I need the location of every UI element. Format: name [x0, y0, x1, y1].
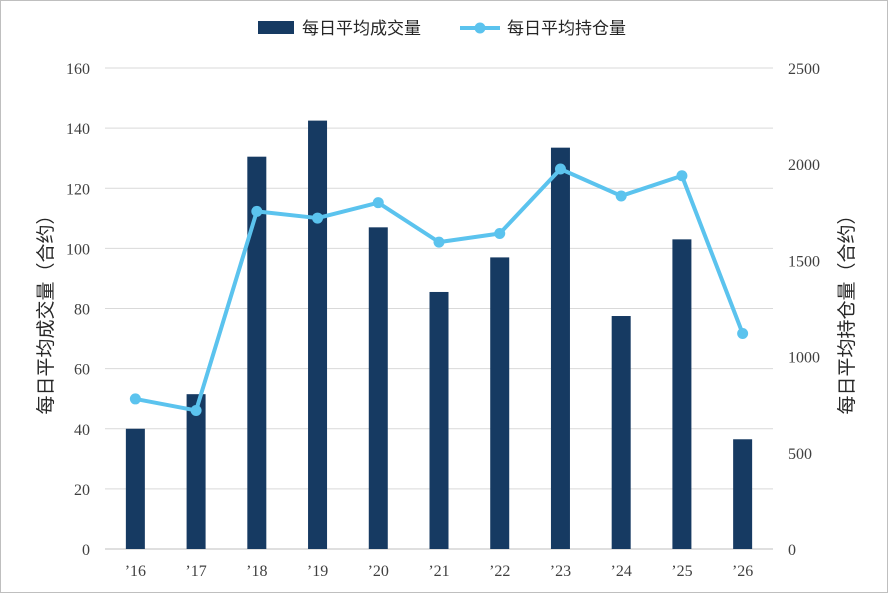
left-axis-title: 每日平均成交量（合约）: [35, 205, 57, 414]
line-point: [312, 212, 324, 224]
line-point: [129, 393, 141, 405]
left-tick-label: 140: [66, 121, 90, 138]
left-tick-label: 100: [66, 241, 90, 258]
bar: [247, 156, 267, 549]
right-tick-label: 1500: [788, 253, 820, 270]
right-tick-label: 2500: [788, 61, 820, 78]
x-tick-label: ’21: [428, 563, 449, 580]
right-tick-label: 0: [788, 542, 796, 559]
x-tick-label: ’18: [246, 563, 267, 580]
right-tick-label: 500: [788, 446, 812, 463]
right-tick-label: 2000: [788, 157, 820, 174]
line-point: [190, 404, 202, 416]
line-point: [676, 170, 688, 182]
legend-line-marker: [474, 22, 486, 34]
bar: [186, 394, 206, 549]
right-tick-label: 1000: [788, 350, 820, 367]
x-axis-ticks: ’16 ’17 ’18 ’19 ’20 ’21 ’22 ’23 ’24 ’25 ’26: [125, 563, 754, 580]
bar: [672, 239, 692, 549]
left-tick-label: 120: [66, 181, 90, 198]
line-point: [737, 328, 749, 340]
legend-line-label: 每日平均持仓量: [507, 19, 626, 39]
line-series: [129, 163, 749, 416]
left-tick-label: 40: [74, 422, 90, 439]
x-tick-label: ’16: [125, 563, 146, 580]
left-axis-ticks: 0 20 40 60 80 100 120 140 160: [66, 61, 90, 559]
x-tick-label: ’25: [671, 563, 692, 580]
gridlines: [105, 67, 773, 550]
bar-series: [125, 120, 753, 550]
x-tick-label: ’23: [550, 563, 571, 580]
right-axis-title: 每日平均持仓量（合约）: [836, 205, 858, 414]
bar: [308, 120, 328, 549]
line-point: [615, 190, 627, 202]
left-tick-label: 60: [74, 362, 90, 379]
bar: [490, 257, 510, 549]
x-tick-label: ’24: [611, 563, 632, 580]
line-point: [494, 227, 506, 239]
x-tick-label: ’26: [732, 563, 753, 580]
x-tick-label: ’17: [185, 563, 206, 580]
right-axis-ticks: 0 500 1000 1500 2000 2500: [788, 61, 820, 559]
bar: [368, 227, 388, 550]
x-tick-label: ’19: [307, 563, 328, 580]
legend-bar-swatch: [258, 21, 294, 34]
legend: 每日平均成交量 每日平均持仓量: [258, 19, 626, 39]
x-tick-label: ’20: [368, 563, 389, 580]
line-point: [433, 236, 445, 248]
bar: [125, 428, 145, 549]
bar: [733, 439, 753, 549]
left-tick-label: 80: [74, 302, 90, 319]
left-tick-label: 20: [74, 482, 90, 499]
bar: [550, 147, 570, 549]
bar: [611, 316, 631, 549]
line-point: [372, 197, 384, 209]
bar: [429, 291, 449, 549]
legend-bar-label: 每日平均成交量: [302, 19, 421, 39]
left-tick-label: 160: [66, 61, 90, 78]
left-tick-label: 0: [82, 542, 90, 559]
line-point: [554, 163, 566, 175]
line-point: [251, 205, 263, 217]
x-tick-label: ’22: [489, 563, 510, 580]
